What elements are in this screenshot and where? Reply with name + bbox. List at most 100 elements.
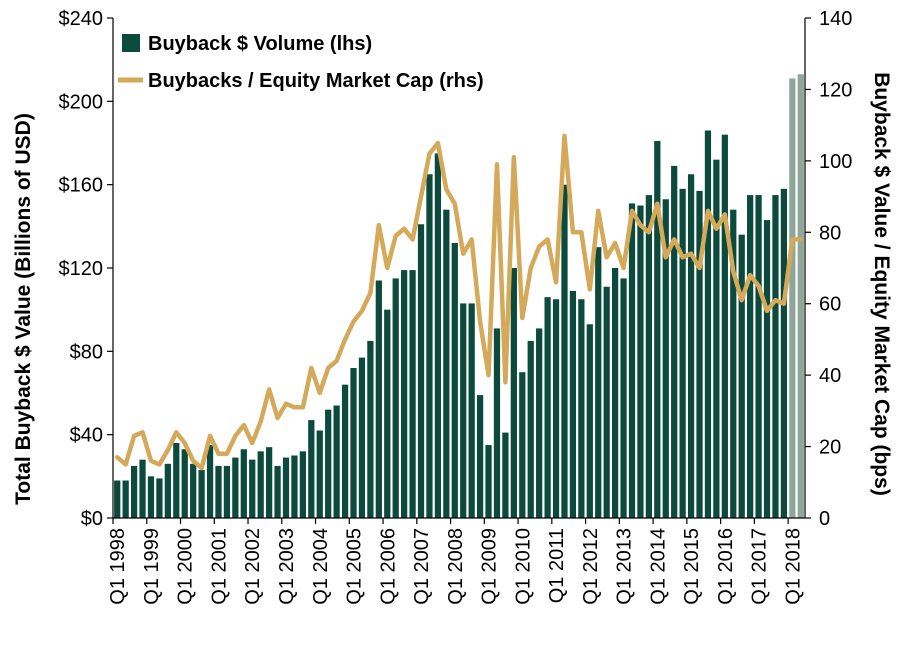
right-tick-label: 0 [819,508,830,530]
legend-line-label: Buybacks / Equity Market Cap (rhs) [148,70,484,92]
bar [612,268,619,518]
legend-bar-swatch [122,34,140,52]
bar [147,476,155,518]
left-tick-label: $40 [70,425,103,447]
x-tick-label: Q1 1998 [107,528,129,605]
bar [156,478,163,518]
bar [333,405,340,518]
left-tick-label: $80 [70,341,103,363]
bar [291,455,298,518]
bar [476,395,484,518]
left-axis-ticks: $0 $40 $80 $120 $160 $200 $240 [59,8,113,530]
x-tick-label: Q1 2004 [310,528,332,605]
bar [797,74,804,518]
bar [434,153,442,519]
x-tick-label: Q1 2000 [175,528,197,605]
x-tick-label: Q1 2014 [647,528,669,605]
bar [451,243,458,518]
bar [130,465,138,518]
x-tick-label: Q1 2009 [479,528,501,605]
right-tick-label: 100 [819,151,852,173]
bar [232,457,239,518]
bar [215,465,222,518]
bar [527,340,534,518]
bar [198,470,205,518]
legend-bar-label: Buyback $ Volume (lhs) [148,33,372,55]
bar [502,432,509,518]
bar [358,357,366,518]
right-tick-label: 80 [819,222,841,244]
legend: Buyback $ Volume (lhs) Buybacks / Equity… [118,33,484,92]
bar [789,78,796,519]
bar [308,420,315,518]
right-tick-label: 60 [819,294,841,316]
bar [266,447,273,518]
bar [696,190,703,519]
bar [679,188,686,518]
bar [468,303,475,518]
x-tick-label: Q1 2005 [344,528,366,605]
x-tick-label: Q1 2018 [782,528,804,605]
bar [316,430,323,518]
bar [730,209,737,519]
x-axis-ticks: Q1 1998 Q1 1999 Q1 2000 Q1 2001 Q1 2002 Q1 20… [107,518,804,605]
bar [536,328,543,518]
x-tick-label: Q1 2017 [749,528,771,605]
right-tick-label: 120 [819,79,852,101]
bar [114,480,121,518]
right-tick-label: 140 [819,8,852,30]
right-axis-title: Buyback $ Value / Equity Market Cap (bps… [870,72,893,496]
x-tick-label: Q1 2015 [681,528,703,605]
bar [164,463,171,518]
bar [249,459,256,518]
bar [190,463,197,518]
bar [772,195,779,518]
bar [662,199,669,518]
bar [544,297,551,518]
x-tick-label: Q1 2012 [580,528,602,605]
bar [628,203,636,519]
bar [401,270,408,518]
x-tick-label: Q1 2001 [208,528,230,605]
bar [645,195,652,518]
bar [350,368,357,518]
bar [282,457,290,518]
bar [595,247,602,519]
x-tick-label: Q1 2007 [411,528,433,605]
right-axis-ticks: 0 20 40 60 80 100 120 140 [805,8,852,530]
bar [274,465,281,518]
left-tick-label: $240 [59,8,104,30]
bar [755,195,762,518]
x-tick-label: Q1 2013 [614,528,636,605]
x-tick-label: Q1 2011 [546,528,568,603]
bar [671,165,678,519]
bar [139,459,146,518]
line-series [114,133,804,471]
bar [747,195,754,518]
bar [586,324,593,518]
bar [561,184,568,519]
bar [426,174,433,518]
bar [713,159,720,519]
bar [721,134,728,519]
x-tick-label: Q1 2003 [276,528,298,605]
x-tick-label: Q1 2006 [377,528,399,605]
left-tick-label: $0 [81,508,103,530]
bar [206,445,214,518]
bar [687,174,695,518]
bar [181,449,188,518]
bar [325,409,332,518]
bar [780,188,788,518]
bar [299,451,306,518]
bar [392,278,399,518]
bar [519,372,526,518]
bar-series [114,74,804,519]
left-tick-label: $120 [59,258,104,280]
bar [552,299,560,518]
bar [510,268,517,518]
bar [738,234,745,519]
bar [578,299,585,518]
x-tick-label: Q1 2010 [512,528,534,605]
right-tick-label: 40 [819,365,841,387]
